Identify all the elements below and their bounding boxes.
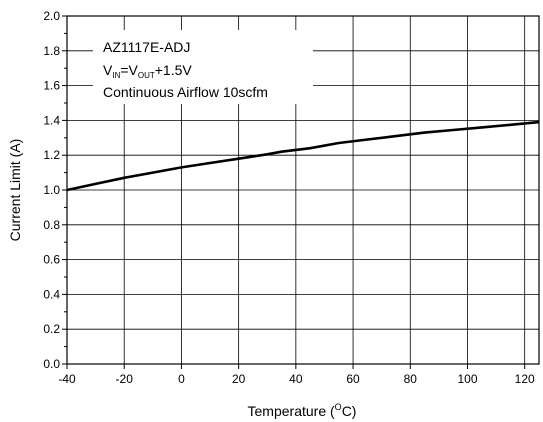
legend-box: AZ1117E-ADJ VIN=VOUT+1.5V Continuous Air…: [93, 30, 313, 104]
plot-frame: [66, 15, 540, 365]
x-tick-label: 80: [404, 372, 418, 386]
axes-frame: [62, 15, 540, 369]
y-tick-label: 0.4: [43, 287, 60, 301]
tick-labels: -40 -20 0 20 40 60 80 100 120 0.0 0.2 0.4 0.6 0.8 1.0 1…: [43, 9, 535, 386]
x-tick-label: 20: [232, 372, 246, 386]
x-axis-title-main: Temperature (: [248, 403, 335, 419]
x-tick-label: 40: [289, 372, 303, 386]
legend-airflow-condition: Continuous Airflow 10scfm: [103, 84, 268, 100]
x-tick-label: 0: [178, 372, 185, 386]
y-tick-label: 1.4: [43, 113, 60, 127]
x-axis-title: Temperature (OC): [248, 402, 357, 419]
x-tick-label: 120: [515, 372, 535, 386]
series-line-current-limit: [66, 120, 540, 192]
legend-sub-out: OUT: [138, 71, 155, 80]
x-axis-title-unit: C): [342, 403, 357, 419]
y-tick-label: 1.2: [43, 148, 60, 162]
y-tick-label: 0.8: [43, 218, 60, 232]
x-tick-label: 60: [346, 372, 360, 386]
x-axis-title-degree: O: [335, 402, 342, 412]
legend-background: [93, 30, 313, 104]
y-tick-label: 1.8: [43, 44, 60, 58]
legend-voltage-condition: VIN=VOUT+1.5V: [103, 62, 192, 80]
legend-sub-in: IN: [112, 71, 120, 80]
y-tick-label: 1.0: [43, 183, 60, 197]
legend-offset: +1.5V: [155, 62, 193, 78]
x-tick-label: -20: [116, 372, 134, 386]
series-layer: [66, 120, 540, 192]
x-tick-label: -40: [58, 372, 76, 386]
legend-eq-v: =V: [120, 62, 138, 78]
y-tick-label: 2.0: [43, 9, 60, 23]
y-tick-label: 0.0: [43, 357, 60, 371]
x-tick-label: 100: [457, 372, 477, 386]
y-tick-label: 0.6: [43, 253, 60, 267]
legend-v: V: [103, 62, 113, 78]
legend-device-name: AZ1117E-ADJ: [103, 39, 190, 55]
y-tick-label: 1.6: [43, 79, 60, 93]
y-tick-label: 0.2: [43, 322, 60, 336]
y-axis-title: Current Limit (A): [7, 139, 23, 242]
